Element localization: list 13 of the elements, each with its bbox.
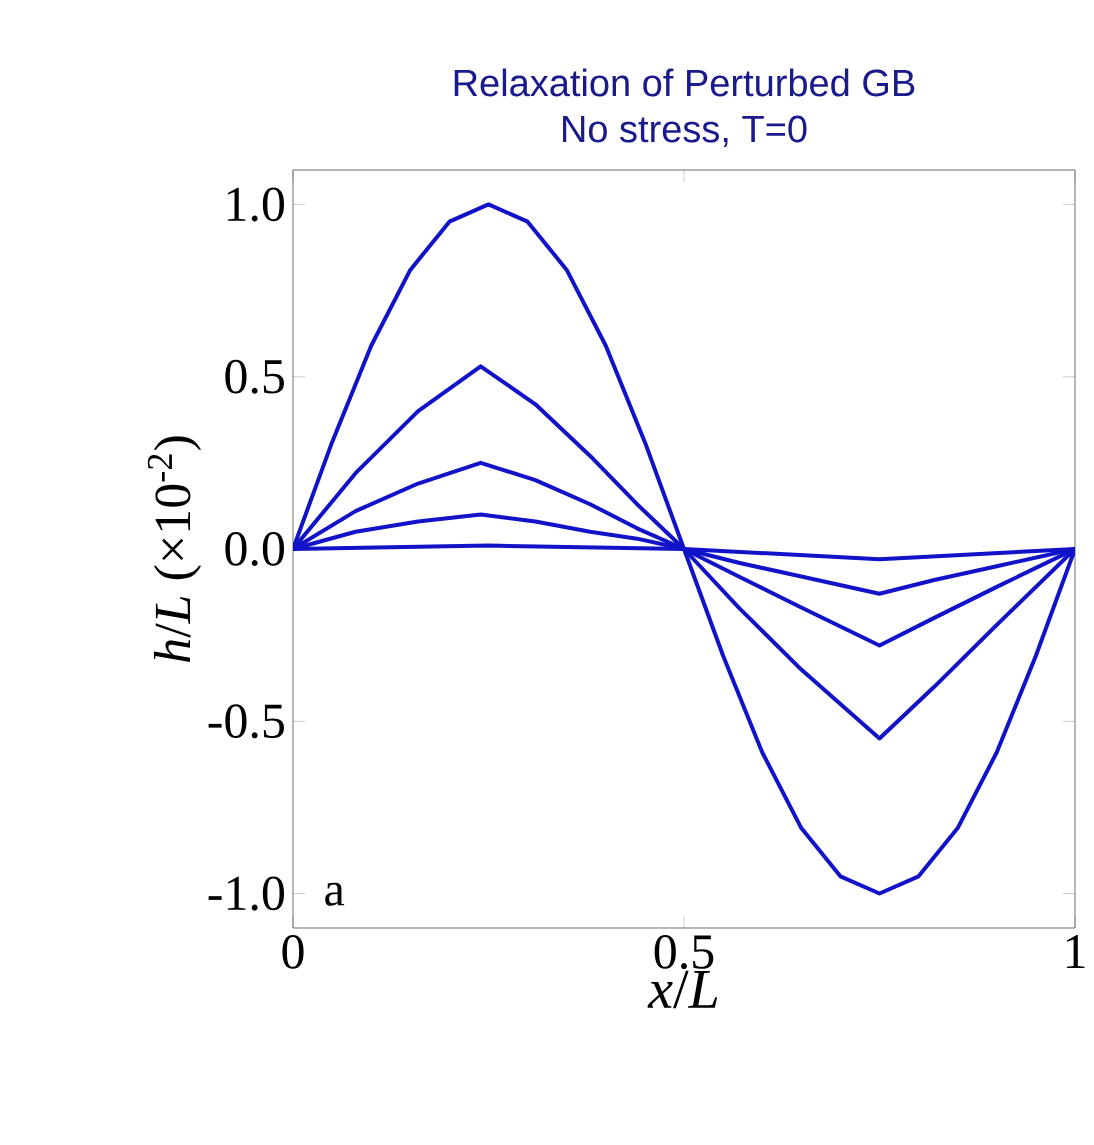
y-axis-title: h/L (×10$^{-2}$): [147, 436, 201, 662]
y-tick-label: 0.0: [225, 532, 284, 566]
chart-title: Relaxation of Perturbed GB: [454, 68, 915, 97]
y-tick-label: 1.0: [227, 187, 284, 222]
x-tick-label: 0: [282, 935, 304, 969]
y-tick-label: -0.5: [208, 704, 284, 739]
chart-subtitle: No stress, T=0: [562, 115, 807, 147]
x-tick-label: 0.5: [654, 935, 714, 970]
y-tick-label: 0.5: [225, 359, 284, 394]
y-tick-label: -1.0: [208, 876, 284, 911]
annotation: a: [325, 882, 345, 906]
x-tick-label: 1: [1066, 935, 1085, 969]
x-axis-title: x/L: [647, 970, 718, 1009]
